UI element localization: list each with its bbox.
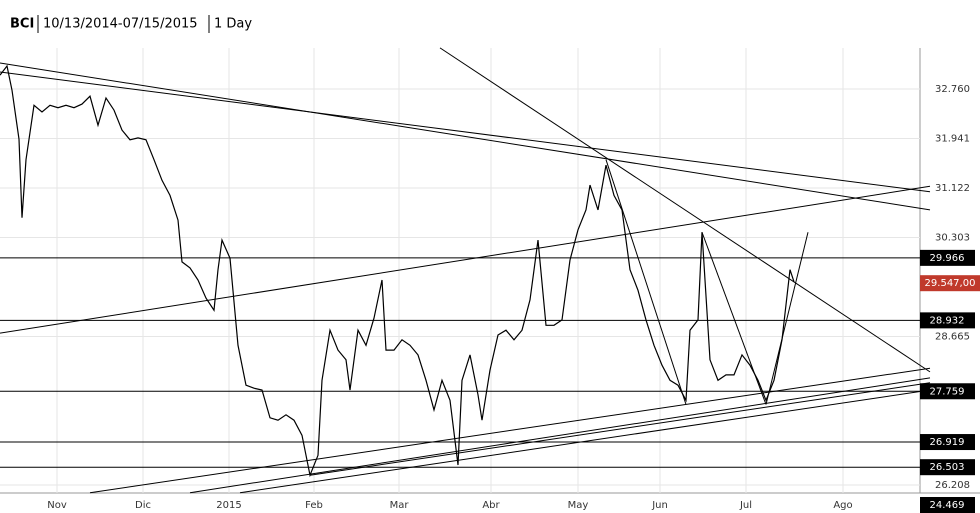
- level-label: 28.932: [930, 315, 965, 326]
- level-box: [920, 312, 975, 329]
- trend-line: [765, 232, 809, 405]
- trend-line: [0, 71, 931, 193]
- level-label: 26.503: [930, 462, 965, 473]
- level-box: [920, 434, 975, 451]
- x-tick-label: Abr: [482, 500, 500, 511]
- level-label: 26.919: [930, 437, 965, 448]
- level-label: 29.966: [930, 253, 965, 264]
- x-tick-label: 2015: [216, 500, 241, 511]
- x-tick-label: Ago: [833, 500, 852, 511]
- price-line: [0, 64, 795, 478]
- y-tick-label: 30.303: [935, 232, 970, 243]
- bottom-label-box: [920, 497, 975, 513]
- level-box: [920, 383, 975, 400]
- trend-line: [309, 382, 931, 476]
- y-tick-label: 28.665: [935, 332, 970, 343]
- trend-line: [189, 377, 931, 494]
- date-range: 10/13/2014-07/15/2015: [43, 17, 198, 32]
- x-tick-label: Jun: [651, 500, 668, 511]
- interval: 1 Day: [214, 17, 252, 32]
- x-tick-label: Nov: [47, 500, 67, 511]
- trend-line: [0, 62, 931, 211]
- last-price-label: 29.547,00: [925, 278, 976, 289]
- level-box: [920, 249, 975, 266]
- trend-line: [605, 159, 687, 405]
- trend-line: [439, 47, 931, 373]
- y-tick-label: 26.208: [935, 480, 970, 491]
- trend-line: [89, 367, 931, 494]
- y-tick-label: 32.760: [935, 84, 970, 95]
- bottom-label: 24.469: [930, 500, 965, 511]
- trend-line: [239, 389, 931, 494]
- x-tick-label: Jul: [739, 500, 752, 511]
- trend-line: [0, 185, 931, 334]
- y-tick-label: 31.122: [935, 183, 970, 194]
- x-tick-label: Dic: [135, 500, 151, 511]
- x-tick-label: Feb: [305, 500, 323, 511]
- x-tick-label: May: [568, 500, 589, 511]
- level-label: 27.759: [930, 386, 965, 397]
- level-box: [920, 459, 975, 476]
- last-price-box: [920, 275, 980, 292]
- y-tick-label: 31.941: [935, 133, 970, 144]
- symbol: BCI: [10, 17, 34, 32]
- x-tick-label: Mar: [390, 500, 410, 511]
